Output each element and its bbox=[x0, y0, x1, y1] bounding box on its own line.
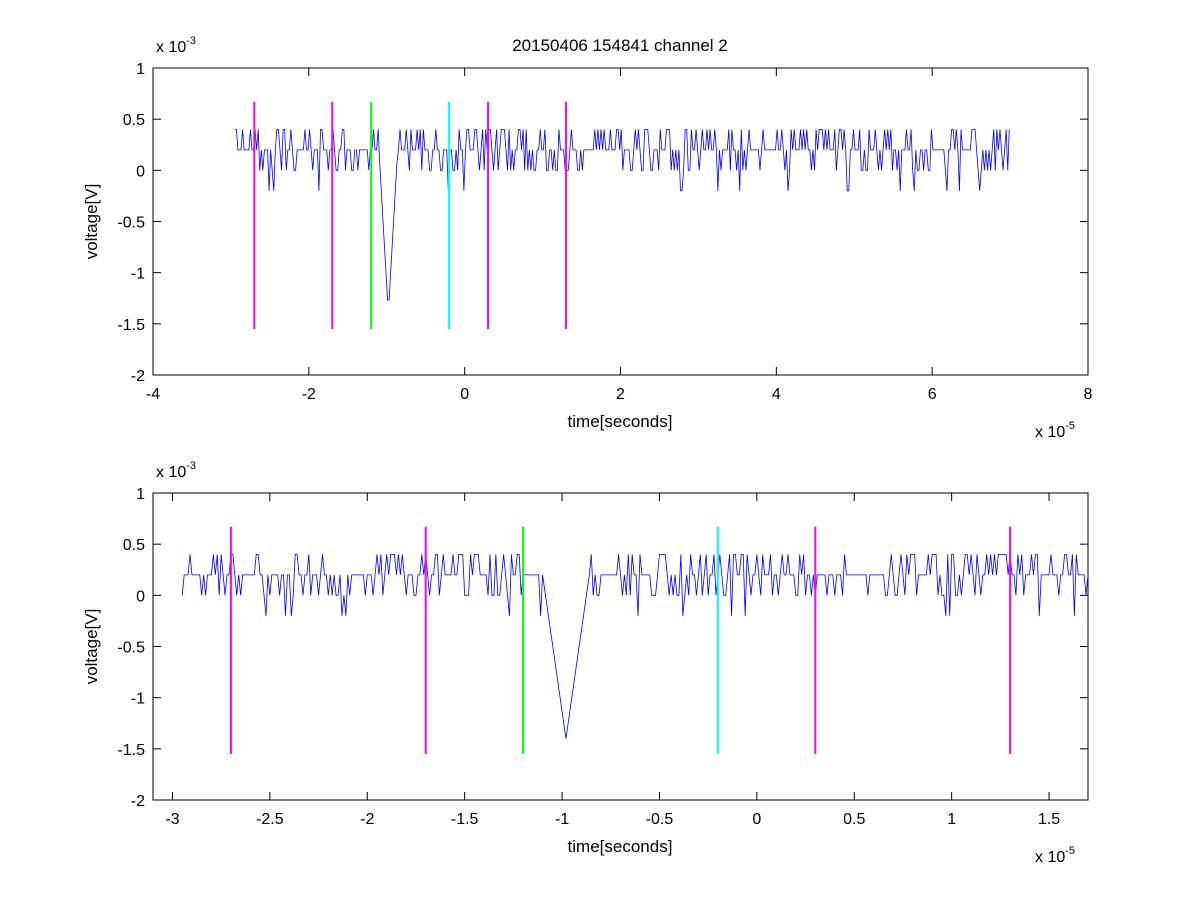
plot-area bbox=[234, 101, 1010, 329]
x-axis-label: time[seconds] bbox=[568, 412, 673, 431]
x-exponent-label: x 10-5 bbox=[1035, 845, 1075, 866]
x-tick-label: -0.5 bbox=[646, 811, 674, 828]
y-tick-label: 0.5 bbox=[123, 537, 145, 554]
y-tick-label: -0.5 bbox=[117, 640, 145, 657]
x-tick-label: -2.5 bbox=[256, 811, 284, 828]
y-axis-label: voltage[V] bbox=[82, 184, 101, 260]
y-tick-label: 1 bbox=[136, 486, 145, 503]
x-tick-label: 1 bbox=[947, 811, 956, 828]
signal-series bbox=[234, 129, 1010, 301]
x-tick-label: 4 bbox=[772, 386, 781, 403]
bottom-axes: -3 -2.5 -2 -1.5 -1 -0.5 0 0.5 1 1.5 1 0.5 0 -0.5 -1 -1.… bbox=[82, 460, 1089, 866]
x-exponent-value: -5 bbox=[1065, 420, 1075, 432]
axes-box bbox=[152, 67, 1089, 376]
y-exponent-base: x 10 bbox=[156, 464, 186, 481]
x-tick-label: 1.5 bbox=[1038, 811, 1060, 828]
plot-area bbox=[181, 526, 1088, 754]
y-exponent-label: x 10-3 bbox=[156, 460, 196, 481]
x-exponent-label: x 10-5 bbox=[1035, 420, 1075, 441]
x-tick-label: 0 bbox=[460, 386, 469, 403]
x-tick-label: -2 bbox=[302, 386, 316, 403]
y-exponent-base: x 10 bbox=[156, 39, 186, 56]
y-tick-label: -1 bbox=[131, 691, 145, 708]
x-exponent-base: x 10 bbox=[1035, 849, 1065, 866]
x-tick-label: -2 bbox=[360, 811, 374, 828]
y-tick-label: -2 bbox=[131, 793, 145, 810]
axes-box bbox=[152, 492, 1089, 801]
y-tick-label: 0 bbox=[136, 588, 145, 605]
y-tick-label: -0.5 bbox=[117, 215, 145, 232]
figure-title: 20150406 154841 channel 2 bbox=[512, 36, 728, 55]
y-tick-label: 1 bbox=[136, 61, 145, 78]
x-tick-label: 2 bbox=[616, 386, 625, 403]
y-tick-label: -1.5 bbox=[117, 742, 145, 759]
signal-series bbox=[181, 554, 1088, 739]
y-exponent-value: -3 bbox=[186, 460, 196, 472]
y-exponent-value: -3 bbox=[186, 35, 196, 47]
x-axis-label: time[seconds] bbox=[568, 837, 673, 856]
y-tick-label: -1.5 bbox=[117, 317, 145, 334]
y-tick-label: 0.5 bbox=[123, 112, 145, 129]
y-exponent-label: x 10-3 bbox=[156, 35, 196, 56]
x-exponent-base: x 10 bbox=[1035, 424, 1065, 441]
y-tick-label: -2 bbox=[131, 368, 145, 385]
x-tick-label: 0.5 bbox=[843, 811, 865, 828]
x-exponent-value: -5 bbox=[1065, 845, 1075, 857]
y-tick-label: -1 bbox=[131, 266, 145, 283]
y-axis-label: voltage[V] bbox=[82, 609, 101, 685]
x-tick-label: 8 bbox=[1084, 386, 1093, 403]
top-axes: -4 -2 0 2 4 6 810.50-0.5-1-1.5-2x 10-3x 10-5ti… bbox=[82, 35, 1093, 441]
x-tick-label: -3 bbox=[165, 811, 179, 828]
y-tick-label: 0 bbox=[136, 163, 145, 180]
x-tick-label: -1.5 bbox=[451, 811, 479, 828]
x-tick-label: -4 bbox=[146, 386, 160, 403]
x-tick-label: 0 bbox=[752, 811, 761, 828]
x-tick-label: -1 bbox=[555, 811, 569, 828]
x-tick-label: 6 bbox=[928, 386, 937, 403]
